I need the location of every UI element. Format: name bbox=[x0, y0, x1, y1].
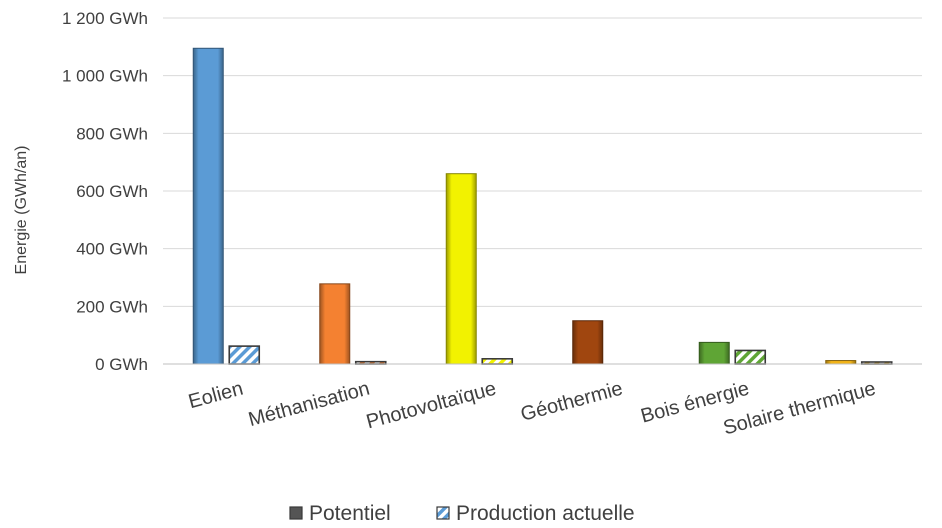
bar bbox=[319, 283, 351, 365]
x-category-label: Méthanisation bbox=[246, 378, 372, 431]
bar bbox=[572, 320, 604, 365]
bars bbox=[192, 47, 893, 365]
bar bbox=[445, 173, 477, 365]
gridlines bbox=[163, 17, 922, 307]
y-tick-label: 1 000 GWh bbox=[62, 67, 148, 86]
legend: Potentiel Production actuelle bbox=[289, 502, 635, 525]
y-tick-label: 800 GWh bbox=[76, 124, 148, 143]
legend-label: Potentiel bbox=[309, 502, 391, 525]
y-tick-label: 400 GWh bbox=[76, 240, 148, 259]
bar bbox=[228, 345, 261, 365]
bar bbox=[734, 349, 767, 365]
y-tick-label: 200 GWh bbox=[76, 297, 148, 316]
legend-swatch bbox=[436, 506, 450, 520]
bar bbox=[698, 341, 730, 365]
x-category-label: Géothermie bbox=[518, 378, 625, 426]
y-axis-ticks: 0 GWh 200 GWh 400 GWh 600 GWh 800 GWh 1 000 G… bbox=[62, 9, 148, 374]
legend-swatch bbox=[289, 506, 303, 520]
bar bbox=[481, 358, 514, 365]
y-axis-label: Energie (GWh/an) bbox=[13, 146, 30, 275]
y-tick-label: 600 GWh bbox=[76, 182, 148, 201]
bar bbox=[825, 360, 857, 365]
legend-label: Production actuelle bbox=[456, 502, 635, 525]
bar bbox=[192, 47, 224, 365]
y-tick-label: 0 GWh bbox=[95, 355, 148, 374]
x-category-label: Eolien bbox=[186, 378, 245, 414]
y-tick-label: 1 200 GWh bbox=[62, 9, 148, 28]
x-category-label: Photovoltaïque bbox=[364, 378, 499, 434]
